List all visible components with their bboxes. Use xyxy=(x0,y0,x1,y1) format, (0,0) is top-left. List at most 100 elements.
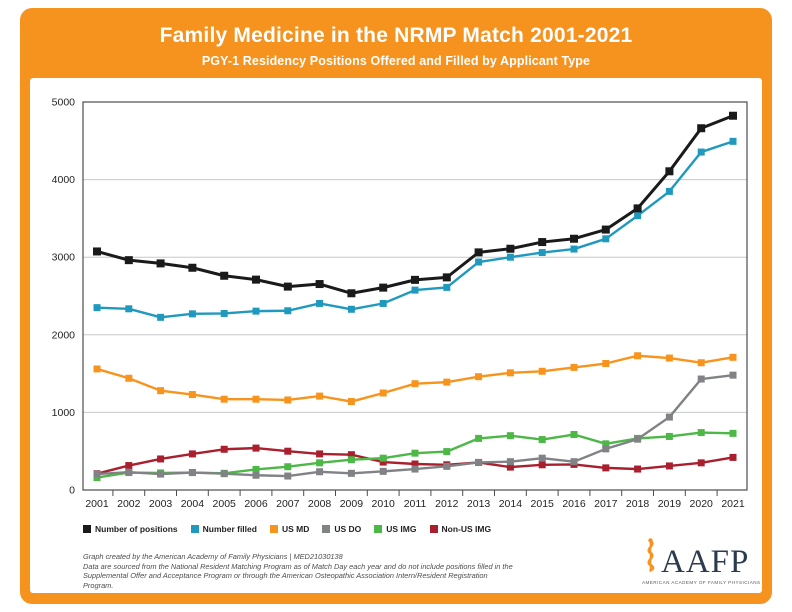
data-point xyxy=(411,460,419,468)
data-point xyxy=(125,305,133,313)
x-axis-tick-label: 2004 xyxy=(181,498,205,510)
data-point xyxy=(316,392,324,400)
legend-item-us-md: US MD xyxy=(269,524,309,534)
data-point xyxy=(411,465,419,473)
data-point xyxy=(506,369,514,377)
x-axis-tick-label: 2016 xyxy=(562,498,586,510)
data-point xyxy=(729,111,737,120)
data-point xyxy=(634,465,642,473)
data-point xyxy=(411,380,419,388)
data-point xyxy=(729,429,737,437)
data-point xyxy=(252,465,260,473)
legend-label: US DO xyxy=(334,524,362,534)
x-axis-tick-label: 2020 xyxy=(690,498,714,510)
data-point xyxy=(729,137,737,145)
data-point xyxy=(506,244,515,253)
x-axis-tick-label: 2013 xyxy=(467,498,491,510)
data-point xyxy=(157,313,165,321)
x-axis-tick-label: 2012 xyxy=(435,498,459,510)
data-point xyxy=(316,450,324,458)
data-point xyxy=(601,225,610,234)
x-axis-tick-label: 2021 xyxy=(721,498,745,510)
data-point xyxy=(125,462,133,470)
data-point xyxy=(443,378,451,386)
data-point xyxy=(633,204,642,213)
data-point xyxy=(538,249,546,257)
x-axis-tick-label: 2011 xyxy=(404,498,427,510)
staff-of-aesculapius-icon xyxy=(642,538,659,577)
data-point xyxy=(475,434,483,442)
data-point xyxy=(93,247,101,256)
data-point xyxy=(697,148,705,156)
data-point xyxy=(252,395,260,403)
data-point xyxy=(443,448,451,456)
data-point xyxy=(284,463,292,471)
data-point xyxy=(697,459,705,467)
data-point xyxy=(570,245,578,253)
data-point xyxy=(283,282,292,291)
aafp-caption: AMERICAN ACADEMY OF FAMILY PHYSICIANS xyxy=(642,580,761,585)
x-axis-tick-label: 2007 xyxy=(276,498,300,510)
data-point xyxy=(411,286,419,294)
legend-swatch xyxy=(374,525,383,533)
legend-item-non-us-img: Non-US IMG xyxy=(429,524,492,534)
data-point xyxy=(697,124,706,133)
data-point xyxy=(411,449,419,457)
x-axis-tick-label: 2019 xyxy=(658,498,682,510)
data-point xyxy=(538,367,546,375)
data-point xyxy=(188,391,196,399)
data-point xyxy=(188,469,196,477)
x-axis-tick-label: 2003 xyxy=(149,498,173,510)
data-point xyxy=(665,354,673,362)
y-axis-tick-label: 1000 xyxy=(52,407,76,419)
data-point xyxy=(506,463,514,471)
chart-legend: Number of positions Number filled US MD US … xyxy=(83,524,491,534)
orange-frame: Family Medicine in the NRMP Match 2001-2… xyxy=(20,8,772,604)
legend-swatch xyxy=(429,525,438,533)
data-point xyxy=(475,258,483,266)
data-point xyxy=(347,398,355,406)
data-point xyxy=(188,310,196,318)
legend-item-us-do: US DO xyxy=(322,524,361,534)
data-point xyxy=(411,275,419,284)
chart-panel: 0 1000 2000 3000 4000 5000 2001 2002 2003 2004 200… xyxy=(30,78,762,593)
legend-label: Non-US IMG xyxy=(441,524,492,534)
data-point xyxy=(665,167,674,176)
data-point xyxy=(379,454,387,462)
data-point xyxy=(347,289,356,298)
data-point xyxy=(634,435,642,443)
data-point xyxy=(157,470,165,478)
data-point xyxy=(665,187,673,195)
data-point xyxy=(252,307,260,315)
data-point xyxy=(379,283,388,292)
data-point xyxy=(157,387,165,395)
data-point xyxy=(124,256,133,265)
chart-title: Family Medicine in the NRMP Match 2001-2… xyxy=(159,24,633,47)
y-axis-tick-label: 3000 xyxy=(52,252,76,264)
data-point xyxy=(188,263,197,272)
data-point xyxy=(634,352,642,360)
data-point xyxy=(474,248,483,257)
data-point xyxy=(506,458,514,466)
data-point xyxy=(570,363,578,371)
data-point xyxy=(220,271,229,280)
legend-swatch xyxy=(190,525,199,533)
x-axis-tick-label: 2006 xyxy=(244,498,268,510)
data-point xyxy=(602,440,610,448)
data-point xyxy=(570,458,578,466)
footer-line-3: Supplemental Offer and Acceptance Progra… xyxy=(83,571,488,590)
data-point xyxy=(157,455,165,463)
legend-label: Number filled xyxy=(202,524,257,534)
data-point xyxy=(602,464,610,472)
data-point xyxy=(284,307,292,315)
data-point xyxy=(538,454,546,462)
x-axis-tick-label: 2017 xyxy=(594,498,618,510)
footer-line-2: Data are sourced from the National Resid… xyxy=(83,561,513,571)
data-point xyxy=(379,467,387,475)
x-axis-tick-label: 2010 xyxy=(372,498,396,510)
legend-label: US IMG xyxy=(386,524,417,534)
y-axis-tick-label: 5000 xyxy=(52,97,76,109)
x-axis-tick-label: 2018 xyxy=(626,498,650,510)
data-point xyxy=(729,453,737,461)
data-point xyxy=(379,299,387,307)
